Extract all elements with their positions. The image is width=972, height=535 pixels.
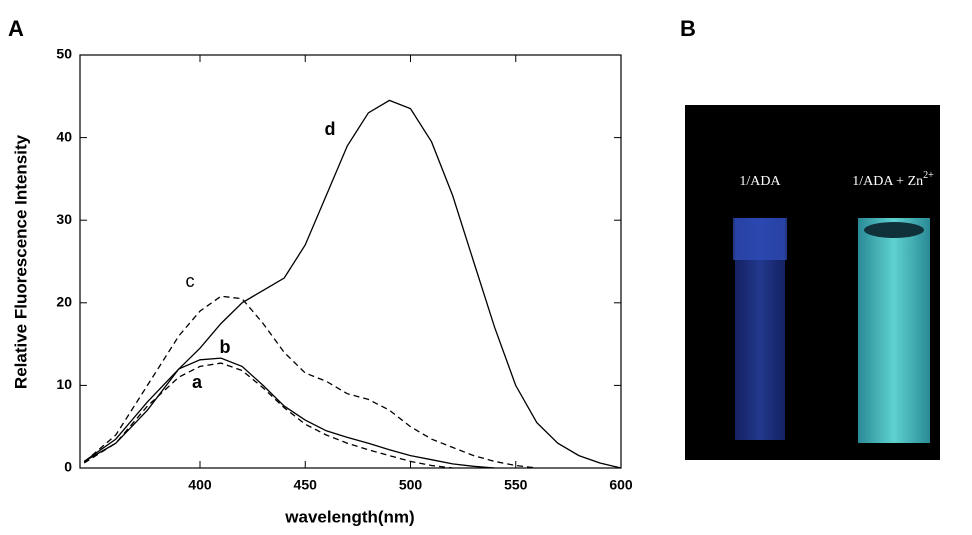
line (83, 362, 453, 469)
x-tick-label: 600 (609, 477, 633, 493)
series-label: b (220, 337, 231, 357)
y-tick-label: 40 (56, 128, 72, 144)
plot-frame (79, 54, 622, 469)
panel-label: A (8, 16, 24, 41)
cuvette-meniscus (864, 222, 924, 238)
panel-label: B (680, 16, 696, 41)
y-axis-title: Relative Fluorescence Intensity (11, 134, 30, 389)
photo-label: 1/ADA + Zn2+ (852, 170, 934, 189)
y-tick-label: 0 (64, 459, 72, 475)
line (83, 295, 537, 469)
y-tick-label: 30 (56, 211, 72, 227)
line (83, 357, 495, 469)
x-tick-label: 550 (504, 477, 528, 493)
x-tick-label: 450 (294, 477, 318, 493)
x-axis-title: wavelength(nm) (284, 507, 414, 526)
y-tick-label: 20 (56, 294, 72, 310)
series-label: d (325, 119, 336, 139)
photo-label-text: 1/ADA + Zn (852, 174, 923, 189)
photo: 1/ADA 1/ADA + Zn2+ (685, 105, 940, 460)
x-tick-label: 400 (188, 477, 212, 493)
photo-label-sup: 2+ (923, 170, 934, 181)
y-tick-label: 10 (56, 376, 72, 392)
x-tick-label: 500 (399, 477, 423, 493)
series-label: a (192, 372, 203, 392)
photo-label: 1/ADA (739, 174, 781, 189)
y-tick-label: 50 (56, 46, 72, 62)
cuvette-cap (733, 218, 787, 260)
cuvette (858, 218, 930, 443)
series-label: c (186, 271, 195, 291)
line (83, 99, 622, 469)
